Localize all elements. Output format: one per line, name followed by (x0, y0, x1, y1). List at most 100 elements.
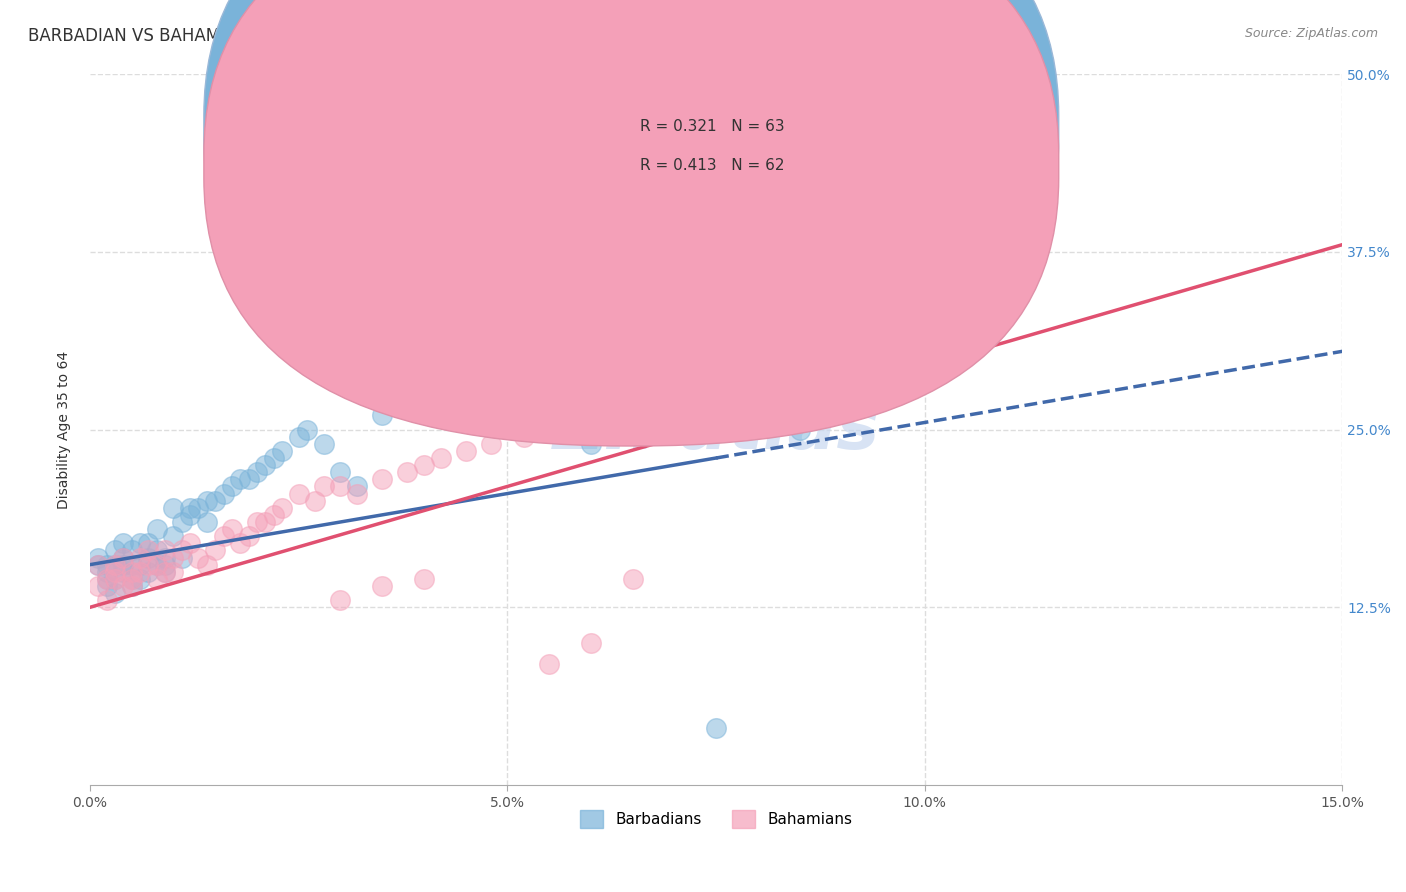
Point (513, 430, 536, 444)
Point (112, 565, 135, 579)
Point (96, 593, 118, 607)
Point (287, 486, 309, 500)
Point (112, 579, 135, 593)
Point (104, 565, 127, 579)
Point (170, 515, 193, 529)
Point (621, 351, 644, 366)
Point (312, 437, 335, 451)
Point (153, 543, 176, 558)
Point (96, 579, 118, 593)
Point (195, 558, 218, 572)
Point (789, 366, 811, 380)
Point (271, 443, 294, 458)
Point (538, 423, 561, 437)
Point (121, 565, 143, 579)
Point (704, 721, 727, 735)
Point (170, 543, 193, 558)
Point (145, 522, 167, 536)
Point (112, 536, 135, 550)
Point (621, 572, 644, 586)
Y-axis label: Disability Age 35 to 64: Disability Age 35 to 64 (58, 351, 72, 508)
Point (238, 529, 260, 543)
Point (263, 508, 285, 522)
Point (179, 536, 201, 550)
Point (221, 479, 243, 493)
Point (96, 572, 118, 586)
Point (254, 515, 277, 529)
Point (129, 565, 152, 579)
Point (562, 416, 585, 430)
Point (371, 472, 394, 486)
Point (138, 550, 160, 565)
Point (179, 508, 201, 522)
Point (329, 465, 352, 479)
Point (454, 366, 477, 380)
Point (312, 479, 335, 493)
Text: R = 0.413   N = 62: R = 0.413 N = 62 (640, 158, 785, 172)
Point (121, 558, 143, 572)
Point (204, 493, 226, 508)
Point (145, 558, 167, 572)
Point (138, 543, 160, 558)
Point (704, 380, 727, 394)
Point (187, 550, 209, 565)
Point (204, 543, 226, 558)
Point (121, 579, 143, 593)
Point (129, 550, 152, 565)
Point (371, 579, 394, 593)
Point (145, 558, 167, 572)
Point (212, 529, 235, 543)
Point (87, 558, 110, 572)
Point (412, 458, 434, 472)
Point (621, 401, 644, 416)
Point (104, 558, 127, 572)
Point (295, 423, 318, 437)
Legend: Barbadians, Bahamians: Barbadians, Bahamians (574, 804, 858, 834)
Point (87, 579, 110, 593)
Point (287, 430, 309, 444)
Point (579, 437, 602, 451)
Text: ZIPatlas: ZIPatlas (553, 395, 880, 464)
Point (304, 493, 326, 508)
Point (145, 572, 167, 586)
Point (187, 500, 209, 515)
Point (221, 522, 243, 536)
Point (104, 543, 127, 558)
Point (162, 500, 184, 515)
Point (596, 409, 619, 423)
Point (153, 565, 176, 579)
Point (145, 543, 167, 558)
Point (195, 515, 218, 529)
Point (329, 593, 352, 607)
Point (179, 500, 201, 515)
Point (138, 536, 160, 550)
Point (789, 423, 811, 437)
Point (87, 558, 110, 572)
Point (479, 437, 502, 451)
Point (346, 479, 368, 493)
Point (246, 465, 269, 479)
Text: Source: ZipAtlas.com: Source: ZipAtlas.com (1244, 27, 1378, 40)
Point (396, 401, 419, 416)
Point (153, 558, 176, 572)
Point (246, 515, 269, 529)
Point (346, 486, 368, 500)
Point (212, 486, 235, 500)
Point (170, 550, 193, 565)
Point (162, 529, 184, 543)
Point (538, 657, 561, 672)
Point (579, 636, 602, 650)
Point (112, 558, 135, 572)
Point (229, 472, 252, 486)
Point (104, 558, 127, 572)
Point (647, 394, 669, 409)
Point (271, 500, 294, 515)
Point (153, 565, 176, 579)
Point (162, 565, 184, 579)
Point (121, 572, 143, 586)
Point (104, 572, 127, 586)
Point (195, 493, 218, 508)
Point (104, 572, 127, 586)
Text: BARBADIAN VS BAHAMIAN DISABILITY AGE 35 TO 64 CORRELATION CHART: BARBADIAN VS BAHAMIAN DISABILITY AGE 35 … (28, 27, 651, 45)
Point (121, 543, 143, 558)
